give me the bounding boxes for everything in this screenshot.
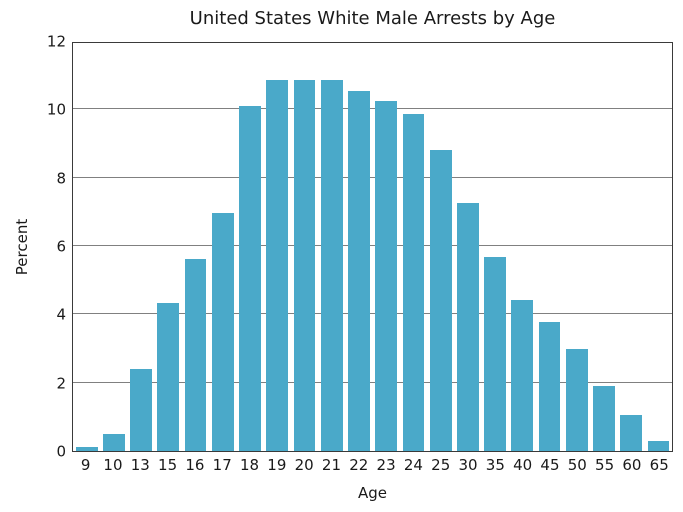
xtick-label-9: 9: [80, 456, 91, 474]
bar-slot-age-60: [618, 43, 645, 451]
ytick-label-2: 2: [56, 374, 66, 393]
xtick-label-19: 19: [267, 456, 287, 474]
bar-slot-age-18: [236, 43, 263, 451]
xtick-label-65: 65: [649, 456, 669, 474]
bar-age-40: [511, 299, 534, 451]
bar-age-24: [402, 114, 425, 451]
bar-slot-age-17: [209, 43, 236, 451]
bar-age-17: [211, 213, 234, 451]
xtick-label-15: 15: [158, 456, 178, 474]
bar-age-60: [620, 415, 643, 451]
xtick-label-16: 16: [185, 456, 205, 474]
bar-age-50: [565, 349, 588, 451]
plot-area: [72, 42, 673, 452]
xtick-label-13: 13: [130, 456, 150, 474]
xtick-label-21: 21: [321, 456, 342, 474]
bar-age-9: [75, 446, 98, 451]
xtick-label-22: 22: [349, 456, 369, 474]
x-axis-label: Age: [357, 484, 387, 502]
bar-slot-age-9: [73, 43, 100, 451]
bar-slot-age-50: [563, 43, 590, 451]
xtick-label-23: 23: [376, 456, 396, 474]
bar-slot-age-16: [182, 43, 209, 451]
bar-age-65: [647, 440, 670, 451]
bar-age-13: [130, 369, 152, 451]
bar-age-21: [320, 80, 343, 451]
ytick-label-8: 8: [56, 169, 66, 188]
gridline-y-6: [73, 245, 672, 246]
bar-slot-age-23: [373, 43, 400, 451]
bar-slot-age-30: [454, 43, 481, 451]
xtick-label-35: 35: [485, 456, 505, 474]
gridline-y-4: [73, 313, 672, 315]
gridline-y-8: [73, 176, 672, 178]
xtick-label-17: 17: [212, 456, 232, 474]
ytick-label-10: 10: [46, 100, 66, 119]
bar-slot-age-65: [645, 43, 672, 451]
ytick-label-0: 0: [56, 442, 66, 461]
ytick-label-6: 6: [56, 237, 66, 256]
xtick-label-60: 60: [622, 456, 642, 474]
bar-age-20: [293, 80, 316, 451]
bar-age-25: [429, 150, 452, 451]
bar-slot-age-21: [318, 43, 345, 451]
bar-age-10: [102, 434, 125, 451]
bar-slot-age-40: [509, 43, 536, 451]
bar-age-18: [239, 105, 261, 451]
bar-slot-age-19: [264, 43, 291, 451]
bar-slot-age-25: [427, 43, 454, 451]
bar-age-16: [184, 258, 207, 451]
ytick-label-4: 4: [56, 305, 66, 324]
ytick-label-12: 12: [46, 32, 66, 51]
bar-series: [73, 43, 672, 451]
xtick-label-20: 20: [294, 456, 314, 474]
y-axis-label: Percent: [13, 218, 31, 276]
bar-slot-age-13: [127, 43, 154, 451]
bar-age-23: [375, 100, 398, 451]
bar-slot-age-22: [345, 43, 372, 451]
xtick-label-24: 24: [403, 456, 423, 474]
bar-age-35: [484, 257, 507, 451]
bar-age-30: [457, 202, 479, 451]
bar-age-55: [593, 386, 615, 451]
gridline-y-2: [73, 381, 672, 383]
bar-slot-age-24: [400, 43, 427, 451]
bar-slot-age-55: [590, 43, 617, 451]
xtick-label-55: 55: [595, 456, 615, 474]
xtick-label-45: 45: [540, 456, 560, 474]
bar-age-45: [538, 321, 561, 451]
x-axis-ticks: 9 10 13 15 16 17 18 19 20 21 22 23 24 25 30 35 40 45 50 55 6…: [72, 458, 673, 473]
chart-title: United States White Male Arrests by Age: [189, 8, 556, 29]
xtick-label-18: 18: [239, 456, 260, 474]
xtick-label-40: 40: [513, 456, 533, 474]
xtick-label-50: 50: [567, 456, 587, 474]
xtick-label-30: 30: [458, 456, 478, 474]
bar-age-15: [157, 303, 180, 451]
xtick-label-25: 25: [431, 456, 451, 474]
gridline-y-10: [73, 108, 672, 110]
bar-age-22: [348, 90, 370, 451]
bar-slot-age-35: [482, 43, 509, 451]
xtick-label-10: 10: [103, 456, 123, 474]
bar-slot-age-20: [291, 43, 318, 451]
bar-slot-age-15: [155, 43, 182, 451]
bar-slot-age-45: [536, 43, 563, 451]
bar-age-19: [266, 80, 289, 451]
bar-slot-age-10: [100, 43, 127, 451]
